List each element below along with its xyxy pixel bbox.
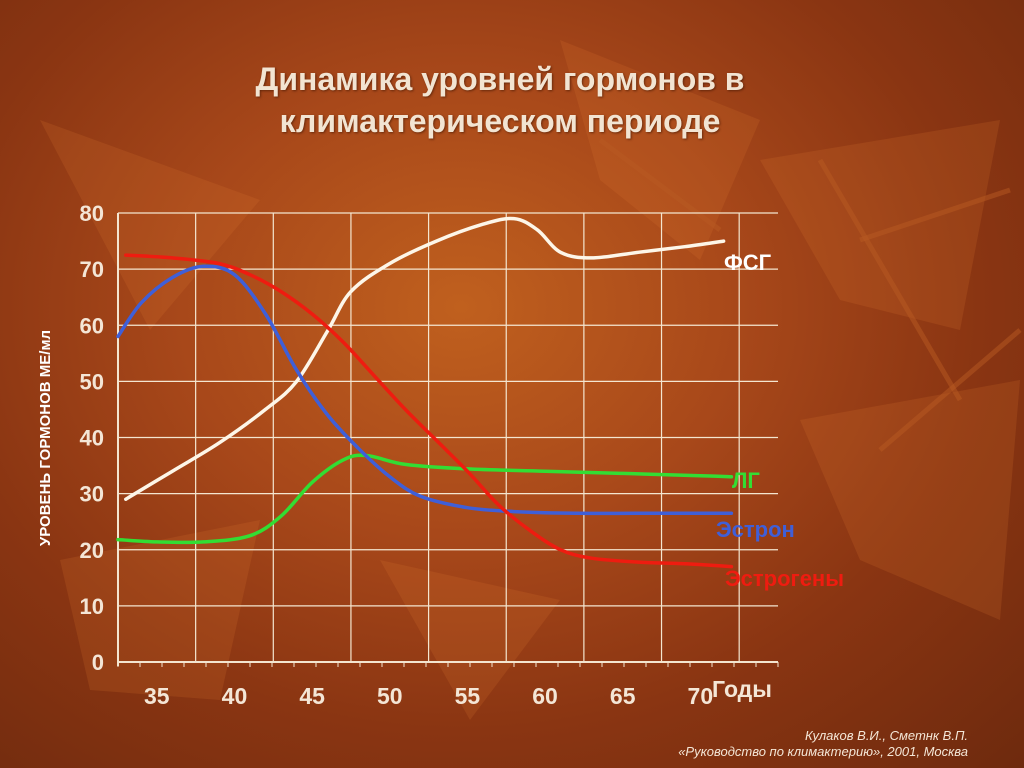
- x-axis-label: Годы: [712, 676, 772, 702]
- y-tick-label-60: 60: [80, 313, 104, 338]
- leaf-shape: [60, 520, 260, 700]
- x-tick-label-50: 50: [377, 683, 403, 709]
- title-line-1: Динамика уровней гормонов в: [255, 61, 745, 97]
- annotation-4: Эстрогены: [725, 566, 844, 591]
- leaf-shape: [380, 560, 560, 720]
- y-tick-label-20: 20: [80, 538, 104, 563]
- annotation-1: ФСГ: [724, 250, 772, 275]
- leaf-vein: [878, 328, 1022, 452]
- y-tick-label-0: 0: [92, 650, 104, 675]
- y-tick-label-80: 80: [80, 201, 104, 226]
- x-tick-label-55: 55: [455, 683, 481, 709]
- leaf-vein: [598, 138, 722, 232]
- series-line-3: [116, 264, 734, 516]
- x-tick-label-40: 40: [222, 683, 248, 709]
- x-tick-label-35: 35: [144, 683, 170, 709]
- citation-source: «Руководство по климактерию», 2001, Моск…: [678, 744, 968, 759]
- y-tick-label-50: 50: [80, 369, 104, 394]
- x-tick-label-70: 70: [688, 683, 714, 709]
- y-axis-label: УРОВЕНЬ ГОРМОНОВ МЕ/мл: [37, 330, 54, 546]
- series-line-2: [116, 453, 734, 545]
- x-tick-label-65: 65: [610, 683, 636, 709]
- leaf-vein: [859, 187, 1011, 243]
- slide-title: Динамика уровней гормонов в климактериче…: [150, 58, 850, 142]
- series: [116, 216, 734, 569]
- series-line-4: [124, 253, 734, 569]
- y-tick-label-40: 40: [80, 426, 104, 451]
- leaf-vein: [817, 158, 963, 402]
- annotation-3: Эстрон: [716, 517, 795, 542]
- grid: [117, 212, 778, 663]
- leaf-shape: [800, 380, 1020, 620]
- y-tick-label-70: 70: [80, 257, 104, 282]
- title-line-2: климактерическом периоде: [279, 103, 721, 139]
- annotation-2: ЛГ: [732, 468, 760, 493]
- leaf-shape: [40, 120, 260, 330]
- y-tick-label-30: 30: [80, 482, 104, 507]
- x-tick-label-60: 60: [532, 683, 558, 709]
- series-line-1: [124, 216, 726, 501]
- x-tick-label-45: 45: [299, 683, 325, 709]
- axes: [117, 213, 779, 667]
- leaf-shape: [560, 40, 760, 260]
- citation: Кулаков В.И., Сметнк В.П. «Руководство п…: [678, 728, 968, 760]
- y-tick-label-10: 10: [80, 594, 104, 619]
- citation-authors: Кулаков В.И., Сметнк В.П.: [804, 728, 968, 743]
- leaf-shape: [760, 120, 1000, 330]
